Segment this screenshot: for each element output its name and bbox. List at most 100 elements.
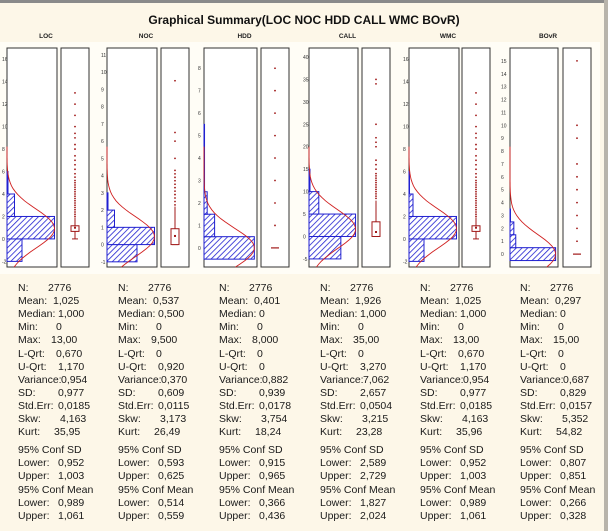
stat-value: 0 (156, 321, 162, 334)
stat-value: 1,061 (58, 509, 85, 522)
stat-label: Lower: (520, 496, 552, 509)
stat-label: L-Qrt: (118, 347, 145, 360)
boxplot-outlier (74, 211, 76, 213)
stat-value: 0,0157 (560, 399, 593, 412)
stat-label: N: (219, 282, 230, 294)
stat-label: Skw: (18, 413, 41, 425)
stat-label: Variance: (420, 373, 464, 386)
boxplot-outlier (576, 163, 578, 165)
y-tick-label: 2 (198, 201, 201, 207)
stat-label: Min: (118, 321, 138, 334)
boxplot-outlier (375, 188, 377, 191)
y-tick-label: 9 (501, 136, 504, 142)
stat-value: 1,061 (460, 509, 487, 522)
histogram-bar (509, 221, 515, 236)
stat-value: 3,754 (261, 413, 288, 425)
y-tick-label: 5 (501, 188, 504, 194)
boxplot-outlier (576, 227, 578, 230)
stat-label: Median: (219, 308, 257, 321)
y-tick-label: 6 (101, 139, 104, 145)
boxplot-median (174, 234, 176, 237)
boxplot-outlier (74, 163, 76, 166)
stat-value: 1,000 (460, 308, 487, 321)
y-tick-label: 0 (303, 234, 306, 240)
boxplot-outlier (274, 134, 276, 137)
stat-value: 0 (257, 347, 263, 360)
y-tick-label: 14 (501, 72, 507, 78)
charts-svg: LOC1614121086420-2NOC11109876543210-1HDD… (2, 33, 592, 268)
stat-value: 0 (259, 308, 265, 321)
stat-value: 4,163 (462, 413, 489, 425)
boxplot-outlier (74, 215, 76, 218)
y-tick-label: 6 (198, 111, 201, 117)
boxplot-outlier (74, 168, 76, 171)
boxplot-outlier (375, 181, 377, 184)
stat-label: Mean: (219, 295, 249, 308)
stat-value: 0,370 (161, 373, 188, 386)
boxplot-outlier (74, 148, 76, 150)
boxplot-outlier (475, 181, 477, 184)
boxplot-outlier (475, 132, 477, 135)
histogram-bar (408, 215, 457, 240)
y-tick-label: 30 (303, 100, 309, 106)
stat-label: Mean: (320, 295, 350, 308)
stat-label: N: (18, 282, 29, 294)
stat-label: Mean: (420, 295, 450, 308)
boxplot-outlier (274, 202, 276, 204)
stat-value: 0,0504 (360, 399, 393, 412)
stat-value: 23,28 (356, 426, 383, 439)
stat-label: L-Qrt: (520, 347, 547, 360)
histogram-bar (203, 213, 216, 238)
y-tick-label: 5 (198, 134, 201, 140)
stat-label: Lower: (420, 496, 452, 509)
normal-curve (308, 146, 356, 268)
stat-value: 2776 (350, 282, 374, 294)
boxplot-outlier (174, 79, 176, 82)
panel-label: CALL (339, 33, 356, 40)
stat-value: 35,95 (54, 426, 81, 439)
stat-label: Median: (520, 308, 558, 321)
stat-label: Min: (420, 321, 440, 334)
stat-value: 0,977 (460, 386, 487, 399)
stat-label: Variance: (219, 373, 263, 386)
stat-label: Max: (420, 334, 443, 347)
boxplot-outlier (475, 188, 477, 191)
normal-curve (6, 146, 55, 268)
boxplot-outlier (174, 183, 176, 186)
stat-value: 0,0185 (58, 399, 91, 412)
stat-value: 0,609 (158, 386, 185, 399)
boxplot-outlier (174, 190, 176, 193)
boxplot-outlier (375, 183, 377, 186)
panel-label: HDD (237, 33, 251, 40)
stat-value: 2,024 (360, 509, 387, 522)
stat-label: N: (320, 282, 331, 294)
stat-value: 1,000 (360, 308, 387, 321)
stat-value: 1,926 (355, 295, 382, 308)
y-tick-label: 2 (101, 208, 104, 214)
stat-label: Min: (520, 321, 540, 334)
stat-value: 0,807 (560, 457, 587, 470)
boxplot-outlier (576, 175, 578, 178)
y-tick-label: 10 (2, 125, 8, 131)
boxplot-outlier (576, 240, 578, 243)
y-tick-label: 0 (403, 237, 406, 243)
stat-value: 2776 (450, 282, 474, 294)
boxplot-outlier (475, 163, 477, 166)
y-tick-label: 8 (501, 149, 504, 155)
stat-label: Kurt: (320, 426, 343, 439)
stat-value: 0,829 (560, 386, 587, 399)
stat-value: 0,266 (560, 496, 587, 509)
stat-value: 2776 (550, 282, 574, 294)
boxplot-outlier (74, 208, 76, 211)
boxplot-outlier (74, 154, 76, 157)
boxplot-outlier (475, 193, 477, 195)
boxplot-outlier (74, 199, 76, 202)
boxplot-outlier (74, 136, 76, 139)
boxplot-outlier (475, 208, 477, 211)
boxplot-outlier (375, 83, 377, 85)
stat-label: Std.Err: (420, 399, 456, 412)
y-tick-label: 10 (501, 123, 507, 129)
boxplot-outlier (74, 184, 76, 186)
boxplot-outlier (375, 163, 377, 166)
boxplot-outlier (74, 197, 76, 200)
